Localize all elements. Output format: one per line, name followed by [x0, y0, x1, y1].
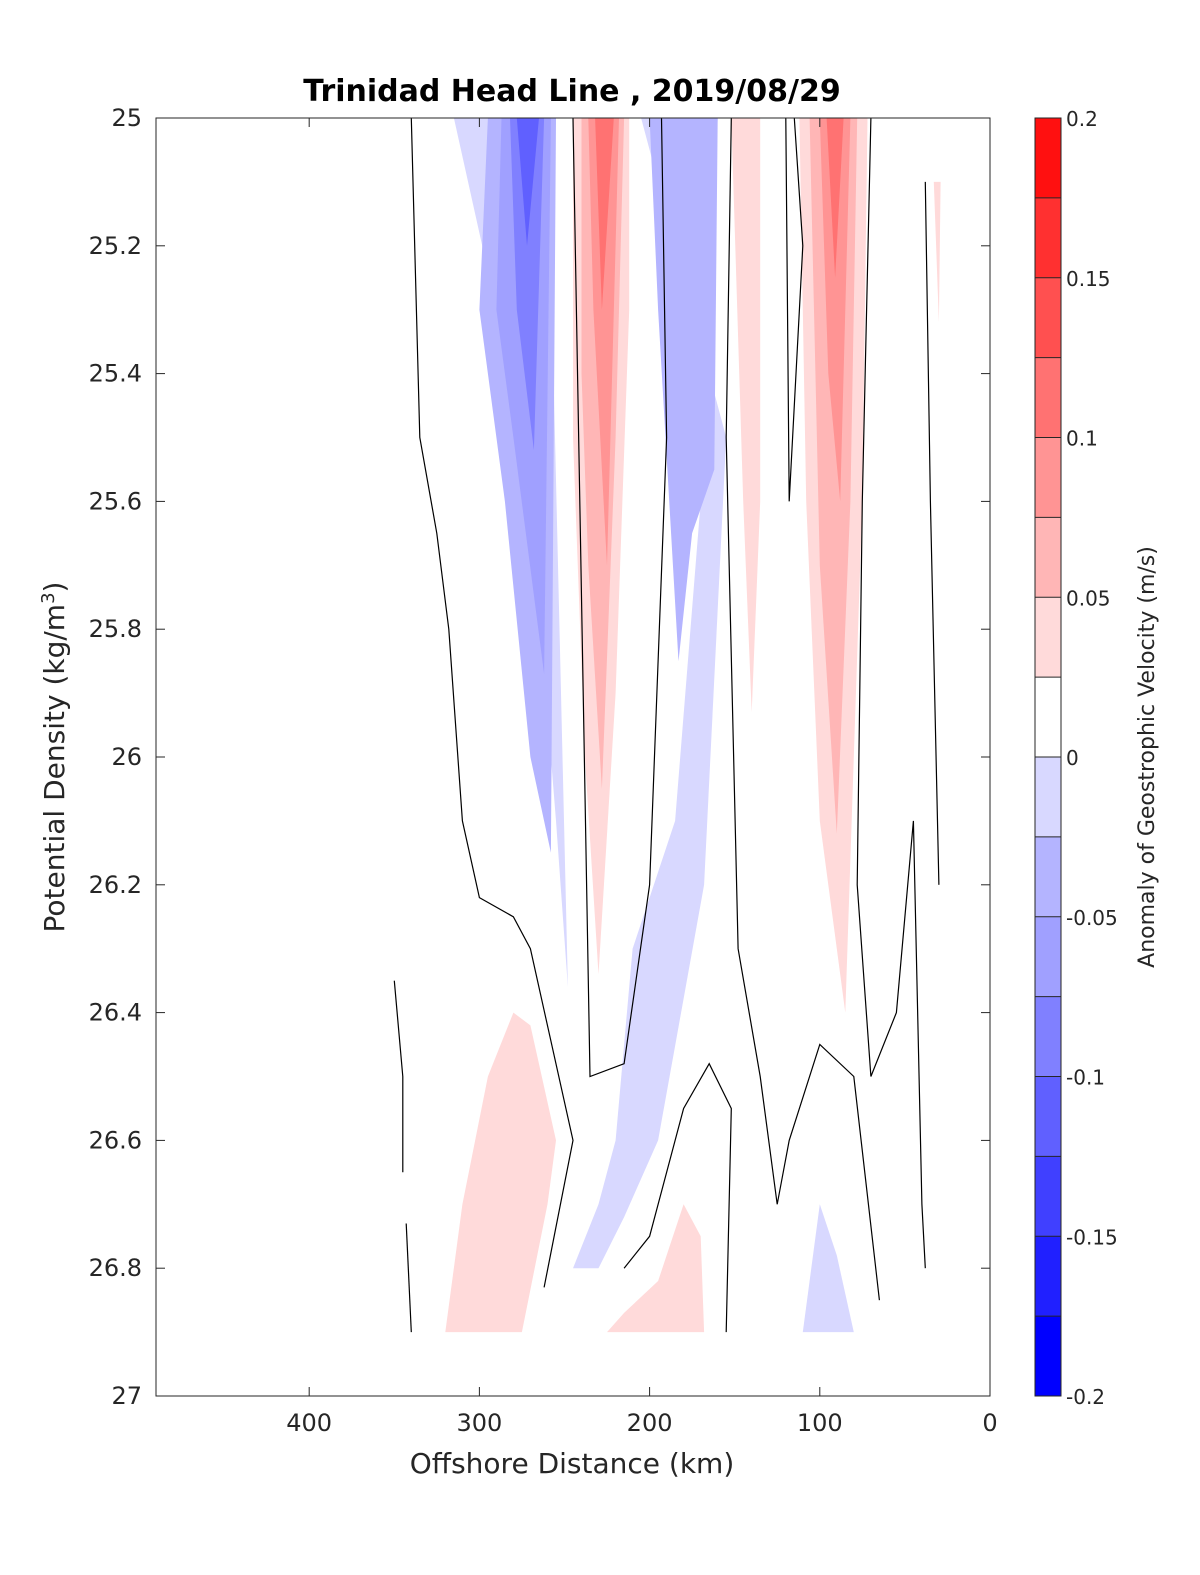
zero-contour-line-4	[623, 1062, 732, 1333]
colorbar-swatch	[1035, 757, 1061, 837]
colorbar-swatch	[1035, 1076, 1061, 1157]
x-tick-label: 300	[456, 1409, 502, 1437]
y-tick-label: 25.2	[89, 232, 142, 260]
colorbar	[1035, 117, 1061, 1397]
x-axis-label: Offshore Distance (km)	[410, 1447, 735, 1480]
x-tick-label: 0	[982, 1409, 997, 1437]
contour-region-negative-deep-nearshore	[802, 1204, 854, 1333]
colorbar-swatch	[1035, 118, 1061, 198]
y-tick-label: 27	[111, 1382, 142, 1410]
y-tick-label: 26.2	[89, 871, 142, 899]
colorbar-swatch	[1035, 916, 1061, 997]
colorbar-swatch	[1035, 197, 1061, 278]
colorbar-ticks: -0.2 -0.15 -0.1 -0.05 0 0.05 0.1 0.15 0.2	[1066, 107, 1118, 1409]
zero-contour-line-7	[393, 980, 404, 1173]
colorbar-frame	[1034, 117, 1062, 1397]
colorbar-swatch	[1035, 836, 1061, 917]
colorbar-tick-label: -0.1	[1066, 1066, 1105, 1090]
colorbar-swatch	[1035, 996, 1061, 1077]
y-tick-label: 25	[111, 104, 142, 132]
filled-contour-regions	[445, 118, 941, 1333]
contour-region-positive-deep-offshore	[445, 1012, 556, 1333]
y-axis-label-superscript: 3	[38, 592, 59, 603]
colorbar-tick-label: -0.05	[1066, 906, 1118, 930]
contour-region-positive-jet-nearshore	[826, 118, 844, 278]
x-tick-label: 400	[286, 1409, 332, 1437]
contour-region-negative-jet-offshore	[510, 118, 545, 451]
contour-region-negative-jet-offshore	[516, 118, 539, 246]
contour-region-positive-coastal-sliver	[933, 181, 941, 323]
y-tick-label: 26.6	[89, 1126, 142, 1154]
colorbar-tick-label: 0.2	[1066, 107, 1098, 131]
x-tick-label: 200	[627, 1409, 673, 1437]
y-tick-label: 26.4	[89, 999, 142, 1027]
colorbar-swatch	[1035, 597, 1061, 678]
y-axis-label-main: Potential Density (kg/m	[38, 604, 71, 933]
y-tick-label: 25.8	[89, 615, 142, 643]
contour-region-positive-jet-mid	[588, 118, 619, 566]
zero-contour-lines	[393, 118, 940, 1333]
zero-contour-line-8	[405, 1223, 412, 1333]
chart-title: Trinidad Head Line , 2019/08/29	[303, 74, 840, 109]
colorbar-swatch	[1035, 1316, 1061, 1396]
y-tick-label: 25.4	[89, 360, 142, 388]
zero-contour-line-1	[572, 118, 668, 1078]
colorbar-tick-label: 0.1	[1066, 427, 1098, 451]
zero-contour-line-5	[856, 118, 926, 1269]
y-tick-label: 25.6	[89, 487, 142, 515]
y-axis-label: Potential Density (kg/m3)	[38, 582, 72, 933]
colorbar-swatch	[1035, 1236, 1061, 1317]
contour-region-positive-deep-mid	[607, 1204, 705, 1333]
colorbar-tick-label: -0.15	[1066, 1225, 1118, 1249]
colorbar-swatch	[1035, 437, 1061, 518]
y-tick-label: 26.8	[89, 1254, 142, 1282]
colorbar-swatch	[1035, 1156, 1061, 1237]
y-axis-ticks: 25 25.2 25.4 25.6 25.8 26 26.2 26.4 26.6 26.8 27	[89, 104, 990, 1410]
x-axis-ticks: 400 300 200 100 0	[286, 118, 998, 1437]
y-axis-label-end: )	[38, 582, 71, 593]
colorbar-swatch	[1035, 677, 1061, 757]
y-tick-label: 26	[111, 743, 142, 771]
zero-contour-line-0	[410, 118, 574, 1288]
zero-contour-line-2	[725, 118, 880, 1301]
colorbar-swatch	[1035, 357, 1061, 438]
colorbar-swatch	[1035, 277, 1061, 358]
contour-region-negative-mid-core	[649, 118, 718, 662]
zero-contour-line-3	[785, 118, 804, 502]
contour-region-positive-jet-nearshore	[819, 118, 851, 502]
contour-region-positive-jet-nearshore-weak	[731, 118, 761, 713]
colorbar-label: Anomaly of Geostrophic Velocity (m/s)	[1135, 546, 1160, 968]
colorbar-tick-label: 0.05	[1066, 586, 1111, 610]
colorbar-swatch	[1035, 517, 1061, 598]
colorbar-tick-label: -0.2	[1066, 1385, 1105, 1409]
zero-contour-line-6	[924, 181, 940, 885]
x-tick-label: 100	[797, 1409, 843, 1437]
colorbar-tick-label: 0.15	[1066, 267, 1111, 291]
contour-region-positive-jet-mid	[595, 118, 614, 310]
colorbar-tick-label: 0	[1066, 746, 1079, 770]
